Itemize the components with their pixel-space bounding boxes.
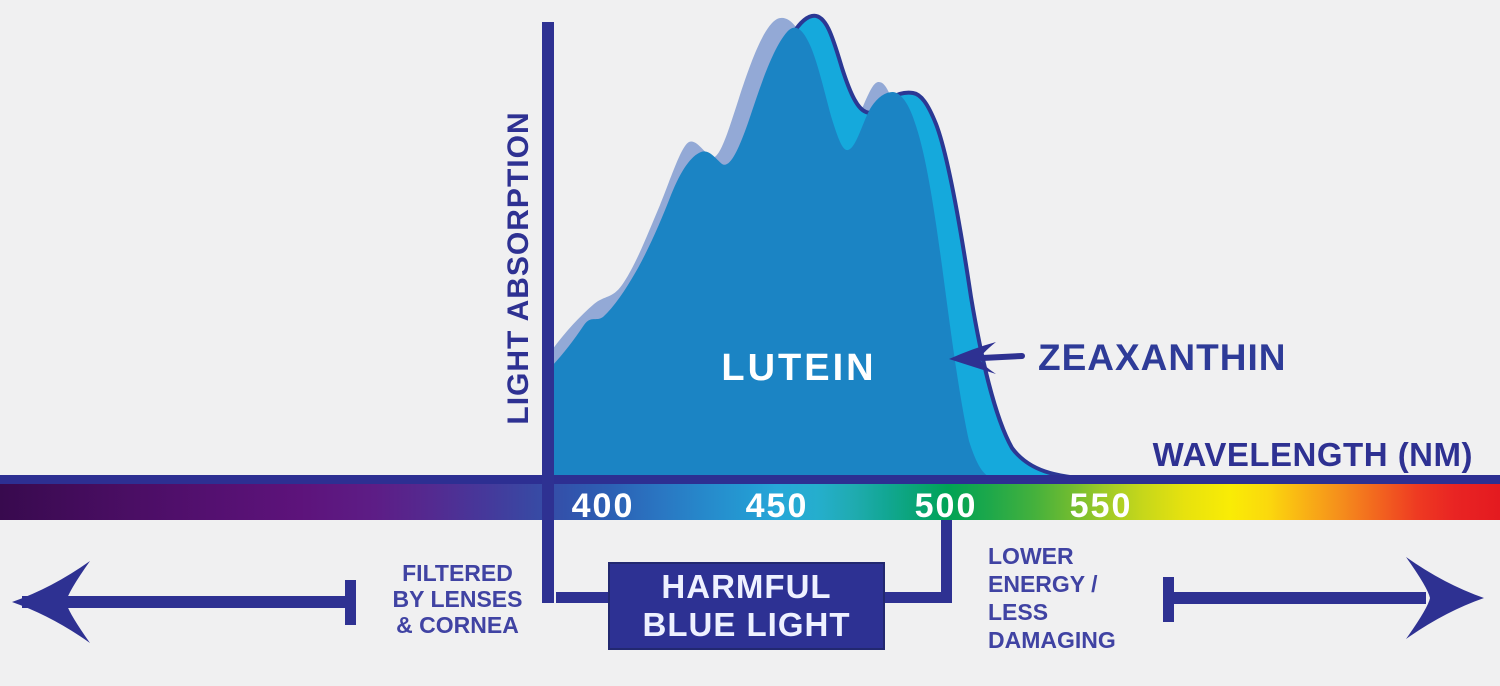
left-arrow [12,561,356,643]
right-arrowhead-icon [1406,557,1484,639]
lutein-curve [552,27,991,483]
filtered-note-line2: BY LENSES [392,586,523,612]
tick-label-550: 550 [1069,487,1133,525]
lower-energy-line3: LESS [988,599,1049,625]
lower-energy-line1: LOWER [988,543,1074,569]
left-arrowhead-icon [12,561,90,643]
harmful-bracket-vertical [941,520,952,603]
filtered-note-line1: FILTERED [402,560,513,586]
filtered-note: FILTERED BY LENSES & CORNEA [390,560,525,638]
lower-energy-line2: ENERGY / [988,571,1098,597]
zeaxanthin-series-label: ZEAXANTHIN [1038,337,1287,378]
zeaxanthin-pointer-arrow [949,342,1025,374]
filtered-note-line3: & CORNEA [396,612,519,638]
x-axis-line [0,475,1500,484]
harmful-blue-light-box: HARMFUL BLUE LIGHT [608,562,885,650]
lutein-series-label: LUTEIN [721,347,877,389]
x-axis-title: WAVELENGTH (NM) [1152,436,1473,473]
tick-label-450: 450 [745,487,809,525]
tick-label-400: 400 [571,487,635,525]
y-axis-title: LIGHT ABSORPTION [502,111,535,425]
lower-energy-note: LOWER ENERGY / LESS DAMAGING [988,542,1148,654]
zeaxanthin-arrowhead-icon [949,342,996,374]
y-axis-line [542,22,554,603]
lower-energy-line4: DAMAGING [988,627,1116,653]
harmful-box-line2: BLUE LIGHT [642,606,851,643]
harmful-box-line1: HARMFUL [661,568,832,605]
spectrum-bar [0,484,1500,520]
tick-label-500: 500 [914,487,978,525]
right-arrow [1163,557,1484,639]
